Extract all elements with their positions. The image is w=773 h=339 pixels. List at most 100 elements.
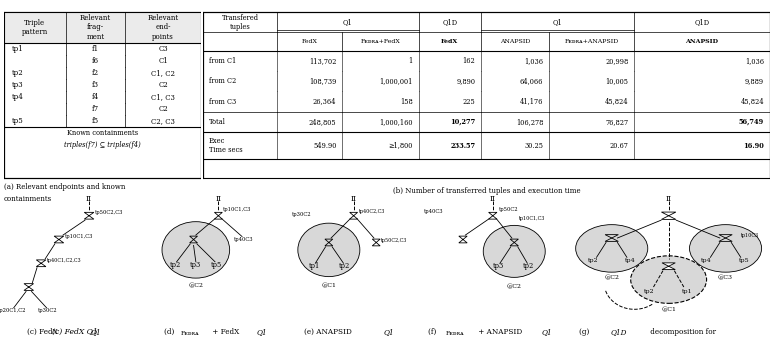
Text: Q1: Q1 <box>541 328 552 336</box>
Text: f2: f2 <box>92 69 99 77</box>
Text: Fᴇᴅʀᴀ: Fᴇᴅʀᴀ <box>181 331 199 336</box>
Text: 26,364: 26,364 <box>313 98 336 105</box>
Text: 158: 158 <box>400 98 413 105</box>
Text: 1,000,160: 1,000,160 <box>380 118 413 126</box>
Text: II: II <box>666 195 672 203</box>
Text: FedX: FedX <box>441 39 458 44</box>
Polygon shape <box>605 235 618 241</box>
Text: (g): (g) <box>579 328 591 336</box>
Text: from C2: from C2 <box>209 77 237 85</box>
Text: @C2: @C2 <box>507 284 522 290</box>
Text: f4: f4 <box>92 93 99 101</box>
Text: C3: C3 <box>158 45 168 53</box>
Text: 108,739: 108,739 <box>309 77 336 85</box>
Text: tp5: tp5 <box>12 117 23 125</box>
Text: tp3: tp3 <box>190 261 202 269</box>
Polygon shape <box>662 263 676 270</box>
Polygon shape <box>36 260 46 267</box>
Text: + ANAPSID: + ANAPSID <box>475 328 524 336</box>
Text: from C1: from C1 <box>209 57 237 65</box>
Text: tp4: tp4 <box>12 93 23 101</box>
Text: II: II <box>490 195 495 203</box>
Text: Fᴇᴅʀᴀ+FedX: Fᴇᴅʀᴀ+FedX <box>360 39 400 44</box>
Text: 225: 225 <box>462 98 475 105</box>
Text: tp2: tp2 <box>12 69 23 77</box>
Text: (f): (f) <box>428 328 439 336</box>
Text: decomposition for: decomposition for <box>648 328 716 336</box>
Ellipse shape <box>483 225 545 277</box>
Polygon shape <box>489 212 497 219</box>
Text: II: II <box>86 195 92 203</box>
Text: 30.25: 30.25 <box>524 142 543 149</box>
Text: tp2: tp2 <box>339 262 350 270</box>
Text: tp10C3: tp10C3 <box>741 233 759 238</box>
Text: f7: f7 <box>92 105 99 113</box>
Text: ANAPSID: ANAPSID <box>686 39 718 44</box>
Polygon shape <box>459 236 467 243</box>
Text: tp2: tp2 <box>170 261 181 269</box>
Ellipse shape <box>576 225 648 272</box>
Text: C2, C3: C2, C3 <box>151 117 175 125</box>
Text: Q1D: Q1D <box>610 328 627 336</box>
Text: Transfered
tuples: Transfered tuples <box>222 14 259 31</box>
Text: tp4: tp4 <box>701 258 712 263</box>
Text: 45,824: 45,824 <box>741 98 764 105</box>
Text: C1, C2: C1, C2 <box>151 69 175 77</box>
Text: 1,036: 1,036 <box>524 57 543 65</box>
Text: tp1: tp1 <box>308 262 320 270</box>
Text: tp50C2,C3: tp50C2,C3 <box>94 210 123 215</box>
Text: tp5: tp5 <box>210 261 222 269</box>
Text: Q1: Q1 <box>343 18 352 26</box>
Text: C1, C3: C1, C3 <box>151 93 175 101</box>
Text: containments: containments <box>4 195 52 203</box>
Text: @C1: @C1 <box>322 283 336 288</box>
Text: tp4: tp4 <box>625 258 636 263</box>
Text: Fᴇᴅʀᴀ: Fᴇᴅʀᴀ <box>445 331 465 336</box>
Text: Q1: Q1 <box>257 328 267 336</box>
Text: tp3: tp3 <box>12 81 23 89</box>
Text: (d): (d) <box>165 328 177 336</box>
Text: 113,702: 113,702 <box>309 57 336 65</box>
Text: 41,176: 41,176 <box>520 98 543 105</box>
Text: (b) Number of transferred tuples and execution time: (b) Number of transferred tuples and exe… <box>393 186 581 195</box>
Text: 549.90: 549.90 <box>313 142 336 149</box>
Text: tp30C2: tp30C2 <box>291 212 312 217</box>
Polygon shape <box>510 239 519 246</box>
Text: Q1: Q1 <box>553 18 562 26</box>
Text: tp5: tp5 <box>739 258 750 263</box>
Text: @C2: @C2 <box>604 276 619 281</box>
Text: tp10C1,C3: tp10C1,C3 <box>519 216 546 221</box>
Text: (e) ANAPSID: (e) ANAPSID <box>304 328 353 336</box>
Bar <box>4 12 201 43</box>
Text: FedX: FedX <box>301 39 318 44</box>
Text: Q1D: Q1D <box>694 18 710 26</box>
Text: C2: C2 <box>158 81 168 89</box>
Text: tp50C2: tp50C2 <box>499 207 519 212</box>
Text: f5: f5 <box>92 117 99 125</box>
Text: tp1: tp1 <box>12 45 23 53</box>
Polygon shape <box>24 284 33 291</box>
Text: C2: C2 <box>158 105 168 113</box>
Text: f6: f6 <box>92 57 99 65</box>
Text: Fᴇᴅʀᴀ+ANAPSID: Fᴇᴅʀᴀ+ANAPSID <box>564 39 618 44</box>
Text: ≥1,800: ≥1,800 <box>389 142 413 149</box>
Text: tp2: tp2 <box>587 258 598 263</box>
Text: 233.57: 233.57 <box>450 142 475 149</box>
Polygon shape <box>373 239 380 246</box>
Text: 248,805: 248,805 <box>309 118 336 126</box>
Text: C1: C1 <box>158 57 168 65</box>
Polygon shape <box>84 212 94 219</box>
Text: 9,890: 9,890 <box>456 77 475 85</box>
Text: 1,000,001: 1,000,001 <box>380 77 413 85</box>
Text: tp40C3: tp40C3 <box>424 209 443 214</box>
Text: f3: f3 <box>92 81 99 89</box>
Ellipse shape <box>162 222 230 278</box>
Text: tp30C2: tp30C2 <box>38 308 58 313</box>
Ellipse shape <box>298 223 360 277</box>
Text: tp50C2,C3: tp50C2,C3 <box>381 238 407 243</box>
Text: 106,278: 106,278 <box>516 118 543 126</box>
Ellipse shape <box>690 225 761 272</box>
Text: tp20C1,C2: tp20C1,C2 <box>0 308 26 313</box>
Text: 64,066: 64,066 <box>520 77 543 85</box>
Polygon shape <box>54 236 63 243</box>
